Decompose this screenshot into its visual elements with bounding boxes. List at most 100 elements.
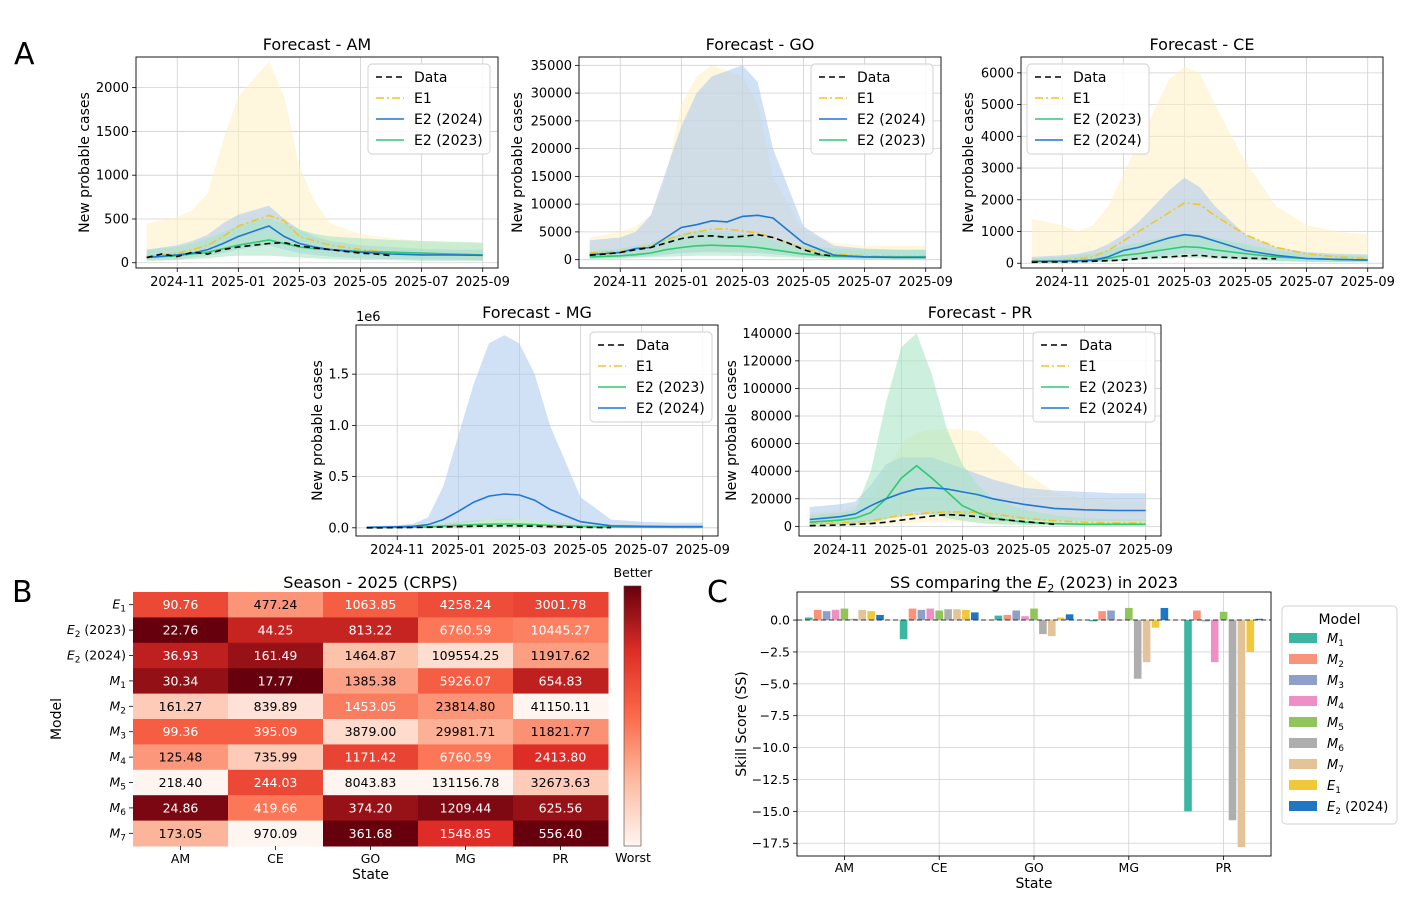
heatmap-cell xyxy=(228,592,324,618)
legend-label: M5 xyxy=(1327,716,1344,733)
legend-label: M6 xyxy=(1327,737,1344,754)
colorbar-bottom-label: Worst xyxy=(615,850,651,865)
heatmap-cell xyxy=(228,642,324,669)
heatmap-cell-value: 109554.25 xyxy=(432,648,500,663)
heatmap-cell-value: 395.09 xyxy=(254,724,298,739)
heatmap-cell xyxy=(513,617,609,644)
y-tick-label: 2000 xyxy=(96,81,129,96)
heatmap-col-label: GO xyxy=(361,851,381,866)
bar xyxy=(1193,610,1201,621)
heatmap-cell-value: 654.83 xyxy=(539,673,583,688)
y-tick-label: 500 xyxy=(104,212,129,227)
y-tick-label: 100000 xyxy=(742,382,792,397)
bar xyxy=(1228,620,1237,821)
legend-label-e1: E1 xyxy=(1073,91,1091,107)
bar xyxy=(899,620,908,640)
heatmap-cell xyxy=(133,617,229,644)
heatmap-cell-value: 735.99 xyxy=(254,750,298,765)
chart-title: Forecast - AM xyxy=(263,35,371,54)
heatmap-cell xyxy=(513,820,609,847)
bar xyxy=(935,610,943,621)
heatmap-cell xyxy=(133,693,229,720)
bar xyxy=(1039,620,1047,635)
line-e2-2024 xyxy=(366,493,703,529)
y-tick-label: −10.0 xyxy=(752,740,790,755)
line-data xyxy=(1031,254,1277,264)
heatmap-cell-value: 24.86 xyxy=(163,800,199,815)
heatmap-cell-value: 556.40 xyxy=(539,826,583,841)
heatmap-cell-value: 44.25 xyxy=(258,623,294,638)
axes-frame xyxy=(578,56,942,269)
x-tick-label: 2025-05 xyxy=(1218,275,1272,290)
bar xyxy=(1160,607,1169,621)
axis-offset-label: 1e6 xyxy=(356,310,381,325)
bar xyxy=(858,609,866,621)
heatmap-cell-value: 6760.59 xyxy=(440,750,492,765)
legend-box xyxy=(589,331,713,423)
heatmap-cell-value: 1209.44 xyxy=(440,800,492,815)
heatmap-cell-value: 3879.00 xyxy=(345,724,397,739)
line-e2-2024 xyxy=(1031,233,1368,263)
axes-frame xyxy=(135,56,499,269)
y-tick-label: 10000 xyxy=(531,198,572,213)
legend-title: Model xyxy=(1318,612,1360,628)
y-tick-label: 35000 xyxy=(531,59,572,74)
bar xyxy=(1184,620,1192,812)
legend-swatch xyxy=(1289,717,1317,727)
y-axis-label: New probable cases xyxy=(310,360,326,501)
bar xyxy=(971,612,979,621)
heatmap-cell-value: 1548.85 xyxy=(440,826,492,841)
legend-swatch xyxy=(1289,738,1317,748)
y-tick-label: −17.5 xyxy=(752,836,790,851)
heatmap-row-label: M3 xyxy=(109,724,126,742)
heatmap-cell-value: 1464.87 xyxy=(345,648,397,663)
x-axis-label: State xyxy=(352,867,389,883)
y-tick-label: 1000 xyxy=(981,225,1014,240)
heatmap-cell xyxy=(323,693,419,720)
x-tick-label: MG xyxy=(1119,860,1139,875)
panel-label-c: C xyxy=(707,575,728,610)
y-tick-label: 120000 xyxy=(742,354,792,369)
line-e1 xyxy=(589,228,926,258)
bar xyxy=(908,608,917,621)
chart-title: Forecast - CE xyxy=(1150,35,1255,54)
bar xyxy=(1089,620,1097,622)
y-tick-label: 0.5 xyxy=(328,470,349,485)
x-tick-label: 2024-11 xyxy=(150,275,204,290)
band-e2-2023 xyxy=(809,333,1146,526)
heatmap-cell xyxy=(418,769,514,796)
legend-label-e2-2023: E2 (2023) xyxy=(636,380,705,396)
chart-forecast-ce: 2024-11 2025-01 2025-03 2025-05 2025-07 2025-… xyxy=(961,35,1395,290)
legend-label-data: Data xyxy=(636,338,669,354)
legend-label: E2 (2024) xyxy=(1327,800,1388,817)
y-tick-label: 0 xyxy=(784,520,792,535)
heatmap-row-label: E2 (2024) xyxy=(67,648,126,666)
x-tick-label: 2025-09 xyxy=(1119,543,1173,558)
x-tick-label: 2025-01 xyxy=(654,275,708,290)
band-e2-2024 xyxy=(1031,177,1368,263)
heatmap-cell xyxy=(133,744,229,771)
y-tick-label: 3000 xyxy=(981,162,1014,177)
bar xyxy=(805,617,813,621)
legend-label-e2-2024: E2 (2024) xyxy=(414,112,483,128)
heatmap-cell xyxy=(418,820,514,847)
heatmap-cell-value: 419.66 xyxy=(254,800,298,815)
legend-label-e1: E1 xyxy=(636,359,654,375)
axes-frame xyxy=(798,324,1162,537)
y-tick-label: 20000 xyxy=(531,142,572,157)
y-tick-label: 40000 xyxy=(751,465,792,480)
legend-swatch xyxy=(1289,675,1317,685)
bar xyxy=(1219,611,1228,621)
heatmap-cell xyxy=(323,642,419,669)
chart-crps-heatmap: 90.76 477.24 1063.85 4258.24 3001.78 E1 22.76 4… xyxy=(49,565,653,883)
heatmap-cell-value: 374.20 xyxy=(349,800,393,815)
heatmap-cell-value: 161.49 xyxy=(254,648,298,663)
heatmap-cell xyxy=(323,668,419,695)
heatmap-cell-value: 17.77 xyxy=(258,673,294,688)
heatmap-cell-value: 625.56 xyxy=(539,800,583,815)
legend-label-e1: E1 xyxy=(1079,359,1097,375)
legend-label: M7 xyxy=(1327,758,1344,775)
y-axis-label: New probable cases xyxy=(724,360,740,501)
y-tick-label: 0.0 xyxy=(770,613,790,628)
chart-forecast-am: 2024-11 2025-01 2025-03 2025-05 2025-07 2025-… xyxy=(77,35,510,290)
